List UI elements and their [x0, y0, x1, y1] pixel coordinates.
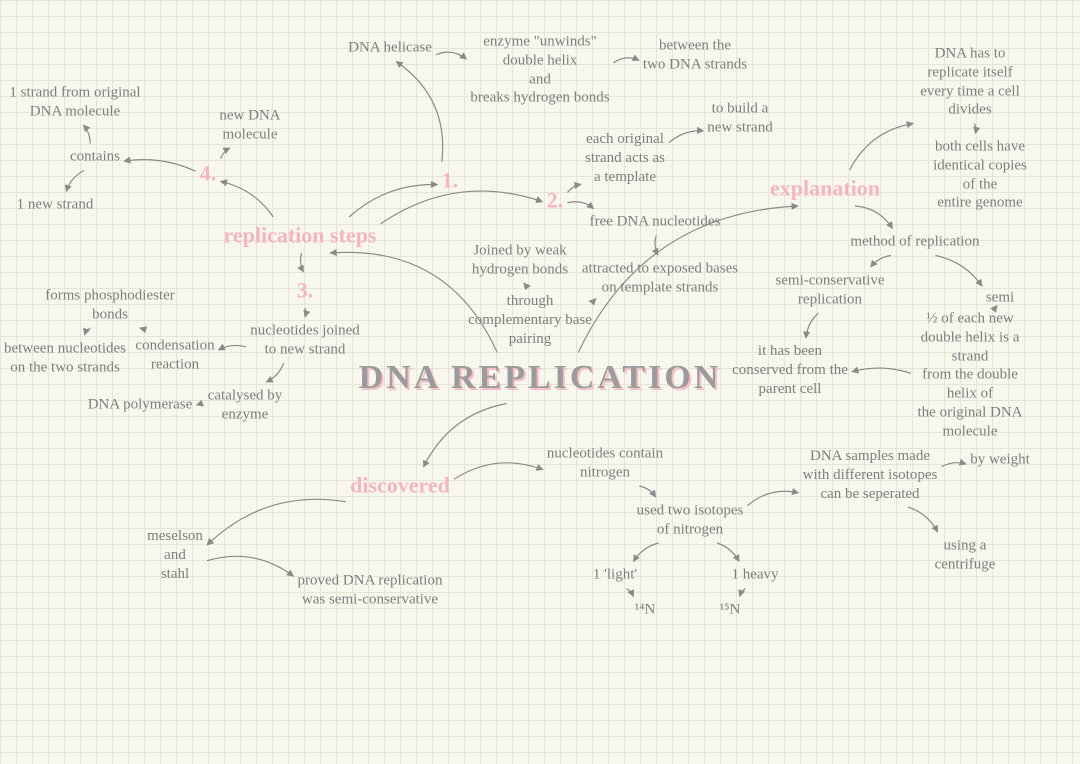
edge-contains-newStrand [66, 171, 84, 192]
node-newStrand: 1 new strand [17, 196, 94, 215]
node-template: each original strand acts as a template [585, 130, 665, 186]
node-contains: contains [70, 148, 120, 167]
node-byWeight: by weight [970, 451, 1030, 470]
edge-discovered-meselson [207, 499, 346, 545]
node-identical: both cells have identical copies of the … [930, 138, 1030, 213]
edge-twoIsotopes-light [633, 543, 658, 562]
edge-s3-nucJoined [305, 308, 306, 317]
node-cbp: through complementary base pairing [468, 292, 592, 348]
edge-repl_steps-s3 [301, 253, 304, 272]
node-catalysed: catalysed by enzyme [208, 386, 283, 424]
edge-repl_steps-s1 [349, 185, 437, 217]
node-nucJoined: nucleotides joined to new strand [250, 321, 360, 359]
node-dnaSamples: DNA samples made with different isotopes… [803, 447, 938, 503]
edge-s2-freeNuc [568, 202, 594, 209]
node-meselson: meselson and stahl [147, 527, 203, 583]
node-heavy: 1 heavy [731, 566, 778, 585]
node-buildStrand: to build a new strand [707, 99, 772, 137]
node-n15: ¹⁵N [720, 601, 741, 620]
edge-s2-template [568, 184, 582, 192]
node-centrifuge: using a centrifuge [935, 536, 996, 574]
node-unwinds: enzyme "unwinds" double helix and breaks… [470, 33, 609, 108]
node-nucNitrogen: nucleotides contain nitrogen [547, 444, 663, 482]
edge-condensation-phospho [140, 328, 145, 332]
edge-freeNuc-attracted [655, 236, 658, 256]
node-halfEach: ½ of each new double helix is a strand f… [915, 309, 1025, 440]
edge-template-buildStrand [669, 131, 704, 143]
node-n14: ¹⁴N [635, 601, 656, 620]
node-repl_steps: replication steps [224, 221, 377, 249]
node-dnaDivide: DNA has to replicate itself every time a… [915, 45, 1025, 120]
edge-s4-contains [124, 160, 196, 172]
edge-light-n14 [627, 589, 634, 597]
edge-explanation-dnaDivide [850, 124, 914, 171]
edge-semiCons-conserved [806, 313, 819, 338]
node-s2: 2. [547, 186, 564, 214]
node-freeNuc: free DNA nucleotides [590, 213, 721, 232]
node-methodRepl: method of replication [850, 233, 979, 252]
edge-dnaSamples-centrifuge [908, 507, 938, 532]
node-joinedHbonds: Joined by weak hydrogen bonds [472, 241, 568, 279]
edge-phospho-betweenNuc [85, 328, 91, 335]
node-condensation: condensation reaction [135, 336, 214, 374]
node-betweenStr: between the two DNA strands [643, 36, 747, 74]
edge-heavy-n15 [740, 589, 746, 597]
edge-nucJoined-condensation [219, 345, 247, 350]
node-title: DNA REPLICATION [359, 357, 722, 400]
node-newMolec: new DNA molecule [219, 106, 280, 144]
node-twoIsotopes: used two isotopes of nitrogen [637, 501, 744, 539]
node-s3: 3. [297, 276, 314, 304]
mindmap-canvas: DNA REPLICATION replication steps explanat… [0, 0, 1080, 764]
edge-repl_steps-s2 [381, 191, 543, 224]
edge-title-discovered [424, 404, 507, 468]
edge-unwinds-betweenStr [614, 58, 640, 63]
node-semiCons: semi-conservative replication [775, 271, 884, 309]
node-phospho: forms phosphodiester bonds [45, 286, 175, 324]
edge-twoIsotopes-dnaSamples [748, 491, 799, 505]
node-explanation: explanation [770, 174, 880, 202]
node-light: 1 'light' [593, 566, 637, 585]
edge-meselson-proved [207, 556, 294, 576]
edge-repl_steps-s4 [221, 181, 274, 217]
node-semi: semi [986, 289, 1014, 308]
edge-halfEach-conserved [852, 368, 911, 373]
node-s1: 1. [442, 166, 459, 194]
edge-cbp-joinedHbonds [524, 283, 525, 288]
node-discovered: discovered [350, 471, 450, 499]
edge-dnaDivide-identical [974, 124, 975, 134]
node-betweenNuc: between nucleotides on the two strands [4, 339, 126, 377]
node-attracted: attracted to exposed bases on template s… [582, 259, 738, 297]
edge-s4-newMolec [221, 148, 230, 159]
edge-dnaSamples-byWeight [942, 463, 967, 467]
edge-methodRepl-semiCons [871, 256, 891, 268]
node-origStrand: 1 strand from original DNA molecule [9, 83, 140, 121]
node-helicase: DNA helicase [348, 39, 432, 58]
edge-s1-helicase [396, 62, 443, 163]
edge-catalysed-polymerase [197, 404, 204, 405]
edge-explanation-methodRepl [855, 206, 893, 229]
edge-nucNitrogen-twoIsotopes [639, 486, 655, 497]
edge-nucJoined-catalysed [266, 363, 284, 382]
node-polymerase: DNA polymerase [88, 396, 193, 415]
node-proved: proved DNA replication was semi-conserva… [298, 571, 443, 609]
edge-twoIsotopes-heavy [717, 543, 739, 562]
edge-helicase-unwinds [436, 52, 467, 59]
edge-discovered-nucNitrogen [454, 463, 543, 479]
edge-methodRepl-semi [935, 256, 982, 287]
edge-contains-origStrand [83, 125, 90, 144]
node-conserved: it has been conserved from the parent ce… [732, 342, 848, 398]
node-s4: 4. [200, 159, 217, 187]
